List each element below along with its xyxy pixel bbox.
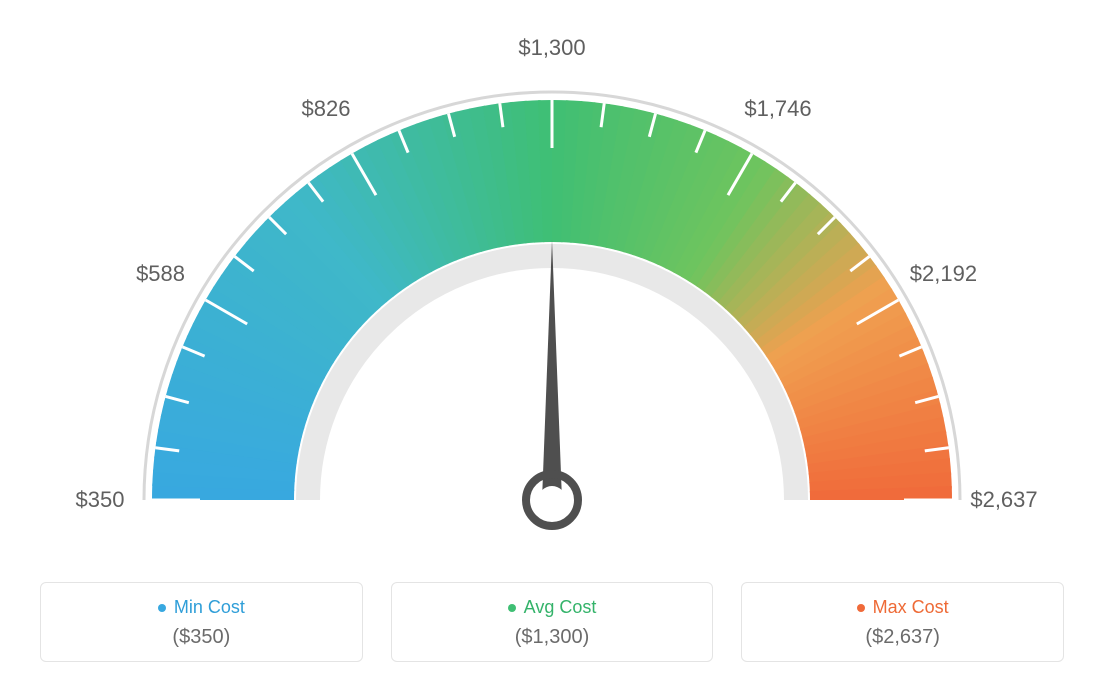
gauge-tick-label: $2,192 [910, 261, 977, 287]
gauge-tick-label: $588 [136, 261, 185, 287]
legend-dot-min [158, 604, 166, 612]
gauge-tick-label: $2,637 [970, 487, 1037, 513]
legend-row: Min Cost ($350) Avg Cost ($1,300) Max Co… [40, 582, 1064, 662]
legend-value-max: ($2,637) [752, 626, 1053, 649]
gauge-tick-label: $1,746 [744, 96, 811, 122]
legend-card-min: Min Cost ($350) [40, 582, 363, 662]
gauge-tick-label: $350 [76, 487, 125, 513]
legend-card-avg: Avg Cost ($1,300) [391, 582, 714, 662]
legend-value-min: ($350) [51, 626, 352, 649]
cost-gauge: $350 $588 $826 $1,300 $1,746 $2,192 $2,637 [0, 0, 1104, 560]
legend-label-max: Max Cost [873, 597, 949, 618]
legend-card-max: Max Cost ($2,637) [741, 582, 1064, 662]
legend-dot-max [857, 604, 865, 612]
legend-value-avg: ($1,300) [402, 626, 703, 649]
legend-dot-avg [508, 604, 516, 612]
gauge-tick-label: $1,300 [518, 35, 585, 61]
gauge-tick-label: $826 [302, 96, 351, 122]
legend-label-avg: Avg Cost [524, 597, 597, 618]
legend-label-min: Min Cost [174, 597, 245, 618]
